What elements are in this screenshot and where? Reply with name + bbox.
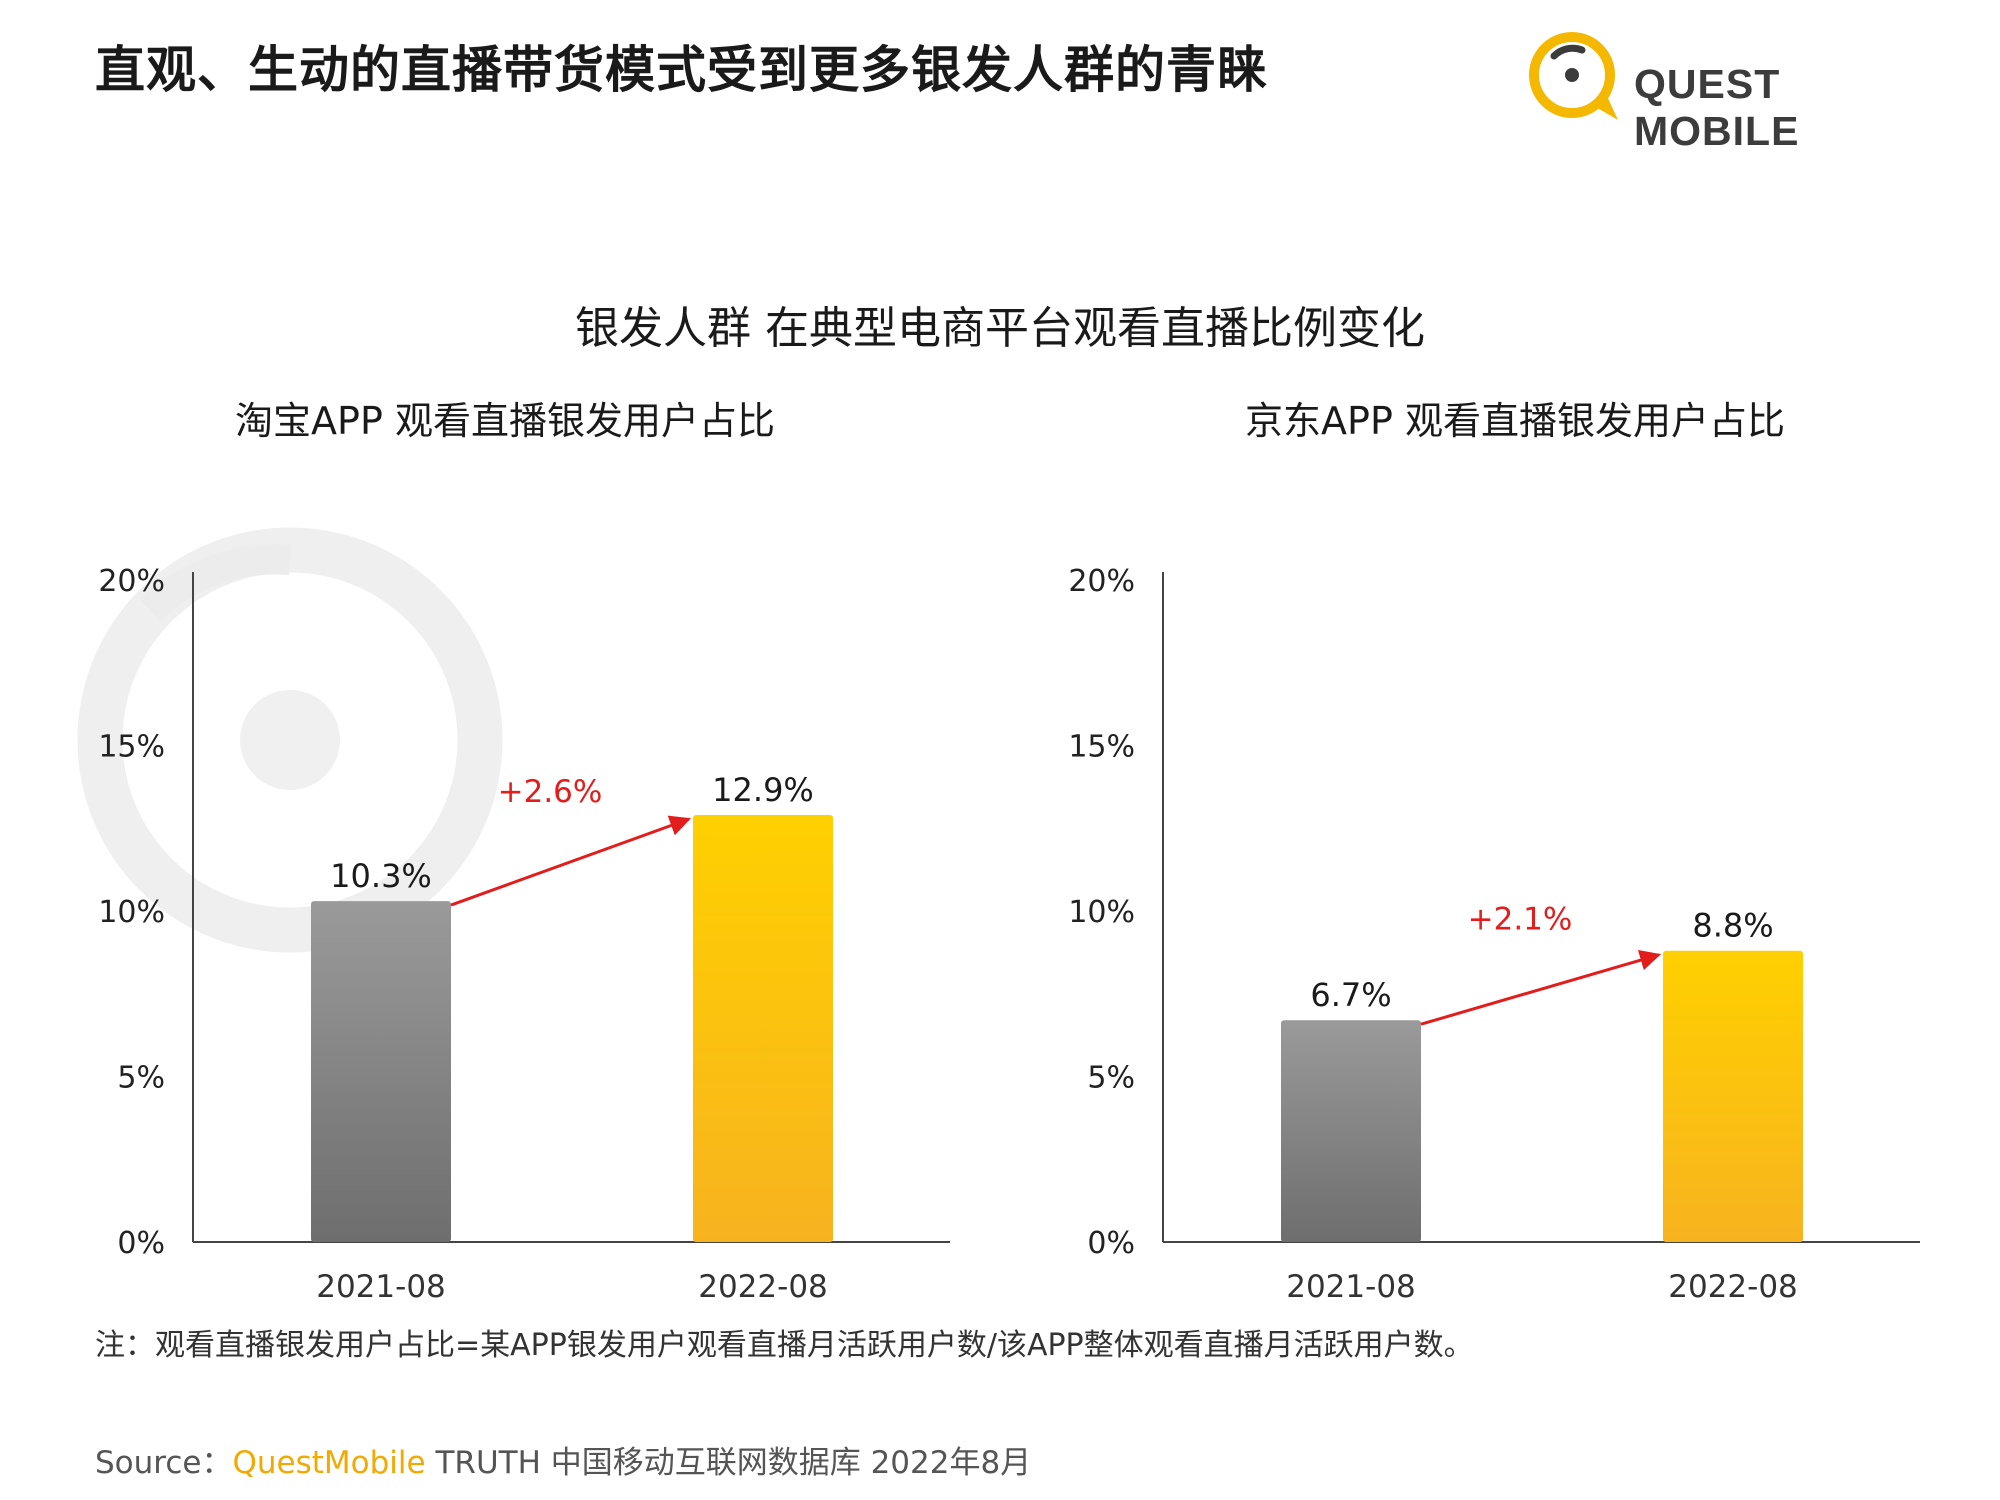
logo-mark-icon (1529, 32, 1618, 120)
bar-2021-08 (311, 901, 451, 1242)
delta-arrow (1420, 949, 1662, 1026)
bar-2022-08 (693, 815, 833, 1242)
quest-mobile-logo: QUEST MOBILE (1522, 28, 1942, 154)
main-chart-title: 银发人群 在典型电商平台观看直播比例变化 (575, 303, 1425, 354)
y-tick-label: 0% (1087, 1226, 1135, 1261)
y-tick-label: 10% (98, 895, 165, 930)
bar-2022-08 (1663, 950, 1803, 1242)
y-tick-label: 5% (117, 1061, 165, 1096)
y-tick-label: 10% (1068, 895, 1135, 930)
y-tick-label: 20% (1068, 564, 1135, 599)
bar-value-label: 10.3% (330, 857, 432, 895)
y-tick-label: 5% (1087, 1061, 1135, 1096)
delta-label: +2.1% (1468, 901, 1573, 937)
source-brand: QuestMobile (232, 1445, 426, 1481)
y-tick-label: 15% (1068, 730, 1135, 765)
taobao-bar-chart: 0% 5% 10% 15% 20% 10.3% 2021-08 12.9% 2022-08 +2.… (98, 564, 950, 1305)
x-tick-label: 2021-08 (1286, 1269, 1416, 1305)
footnote: 注：观看直播银发用户占比=某APP银发用户观看直播月活跃用户数/该APP整体观看… (95, 1328, 1474, 1363)
y-tick-label: 0% (117, 1226, 165, 1261)
watermark-logo (77, 527, 503, 953)
source-line: Source：QuestMobile TRUTH 中国移动互联网数据库 2022… (95, 1437, 1031, 1482)
logo-text: QUEST MOBILE (1634, 61, 1800, 154)
bar-value-label: 12.9% (712, 771, 814, 809)
y-tick-label: 20% (98, 564, 165, 599)
delta-arrow (450, 815, 691, 907)
bar-2021-08 (1281, 1020, 1421, 1242)
x-tick-label: 2022-08 (698, 1269, 828, 1305)
bar-value-label: 8.8% (1692, 907, 1773, 945)
jd-chart-title: 京东APP 观看直播银发用户占比 (1245, 399, 1785, 443)
jd-bar-chart: 0% 5% 10% 15% 20% 6.7% 2021-08 8.8% 2022-08 +2.1% (1068, 564, 1920, 1305)
x-tick-label: 2021-08 (316, 1269, 446, 1305)
delta-label: +2.6% (498, 774, 603, 810)
source-rest: TRUTH 中国移动互联网数据库 2022年8月 (425, 1445, 1032, 1481)
x-tick-label: 2022-08 (1668, 1269, 1798, 1305)
taobao-chart-title: 淘宝APP 观看直播银发用户占比 (235, 399, 775, 443)
page-title: 直观、生动的直播带货模式受到更多银发人群的青睐 (95, 41, 1268, 99)
bar-value-label: 6.7% (1310, 976, 1391, 1014)
y-tick-label: 15% (98, 730, 165, 765)
source-prefix: Source： (95, 1445, 233, 1481)
